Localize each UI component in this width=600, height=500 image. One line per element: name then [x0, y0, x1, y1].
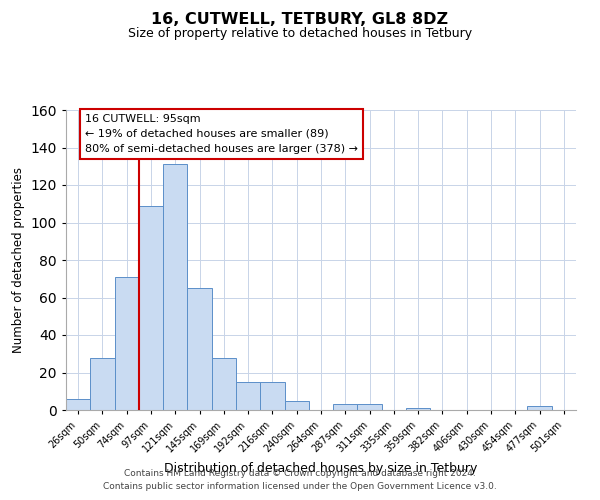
Bar: [284, 400, 309, 410]
Text: Size of property relative to detached houses in Tetbury: Size of property relative to detached ho…: [128, 28, 472, 40]
Bar: [358, 404, 382, 410]
Bar: [66, 399, 90, 410]
Bar: [187, 288, 212, 410]
X-axis label: Distribution of detached houses by size in Tetbury: Distribution of detached houses by size …: [164, 462, 478, 475]
Text: Contains HM Land Registry data © Crown copyright and database right 2024.: Contains HM Land Registry data © Crown c…: [124, 468, 476, 477]
Bar: [212, 358, 236, 410]
Bar: [260, 382, 284, 410]
Bar: [115, 277, 139, 410]
Bar: [90, 358, 115, 410]
Bar: [236, 382, 260, 410]
Bar: [163, 164, 187, 410]
Text: Contains public sector information licensed under the Open Government Licence v3: Contains public sector information licen…: [103, 482, 497, 491]
Text: 16 CUTWELL: 95sqm
← 19% of detached houses are smaller (89)
80% of semi-detached: 16 CUTWELL: 95sqm ← 19% of detached hous…: [85, 114, 358, 154]
Bar: [333, 404, 358, 410]
Bar: [406, 408, 430, 410]
Bar: [527, 406, 552, 410]
Text: 16, CUTWELL, TETBURY, GL8 8DZ: 16, CUTWELL, TETBURY, GL8 8DZ: [151, 12, 449, 28]
Y-axis label: Number of detached properties: Number of detached properties: [12, 167, 25, 353]
Bar: [139, 206, 163, 410]
